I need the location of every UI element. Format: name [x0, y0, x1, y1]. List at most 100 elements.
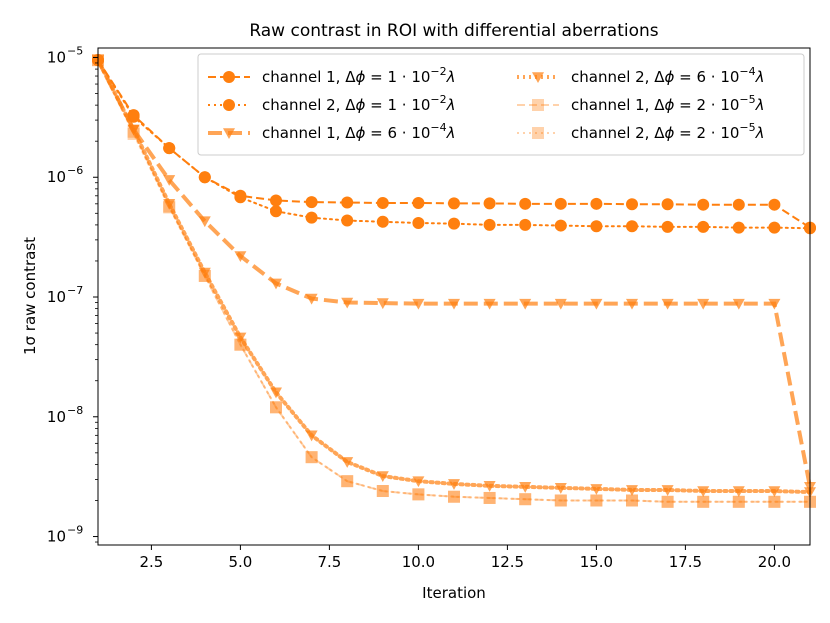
y-tick-exponent: −5 [67, 44, 83, 57]
legend-box [197, 53, 805, 156]
data-point [448, 490, 460, 503]
data-point [768, 198, 781, 211]
data-layer [92, 54, 816, 508]
y-axis-title: 1σ raw contrast [21, 237, 39, 355]
x-tick-label: 15.0 [580, 553, 613, 571]
data-point [661, 220, 674, 233]
data-point [234, 338, 247, 351]
data-point [448, 490, 460, 503]
data-point [697, 486, 710, 498]
legend-entry: channel 1, Δϕ = 1 · 10−2λ [208, 65, 456, 86]
data-point [661, 198, 674, 211]
y-tick-exponent: −7 [67, 284, 83, 297]
data-point [554, 483, 567, 494]
legend-marker [223, 128, 235, 139]
data-point [412, 488, 425, 501]
legend-label: channel 2, Δϕ = 1 · 10−2λ [262, 93, 456, 114]
data-point [270, 194, 282, 207]
data-point [519, 218, 532, 231]
data-point [270, 278, 282, 290]
data-point [198, 216, 211, 228]
data-point [198, 267, 211, 279]
data-point [127, 127, 140, 140]
data-point [163, 201, 176, 214]
data-point [590, 197, 603, 210]
data-point [305, 211, 318, 224]
data-point [341, 196, 354, 209]
data-point [198, 171, 211, 184]
data-point [626, 220, 638, 233]
data-point [341, 297, 354, 309]
data-point [376, 298, 389, 310]
y-tick-label: 10 [47, 528, 66, 546]
data-point [590, 494, 603, 507]
legend-entry: channel 2, Δϕ = 1 · 10−2λ [208, 93, 456, 114]
data-point [270, 205, 282, 218]
data-point [127, 124, 140, 136]
data-point [234, 191, 247, 204]
data-point [768, 221, 781, 234]
data-point [483, 481, 496, 492]
legend-marker [223, 71, 235, 83]
plot-frame [97, 47, 811, 546]
series-line [97, 59, 810, 503]
x-tick-label: 5.0 [228, 553, 252, 571]
series-5 [92, 54, 816, 508]
legend-label: channel 2, Δϕ = 6 · 10−4λ [571, 65, 765, 86]
data-point [234, 332, 247, 344]
data-point [127, 125, 140, 138]
legend-marker [532, 99, 544, 111]
data-point [483, 298, 496, 310]
data-point [412, 196, 425, 209]
data-point [448, 479, 460, 490]
data-point [768, 486, 781, 498]
data-point [305, 451, 318, 464]
data-point [270, 401, 282, 414]
data-point [198, 269, 211, 282]
data-point [412, 476, 425, 488]
x-axis-title: Iteration [422, 584, 486, 602]
data-point [198, 269, 211, 282]
data-point [376, 485, 389, 498]
data-point [626, 298, 638, 310]
legend-entry: channel 2, Δϕ = 6 · 10−4λ [517, 65, 765, 86]
data-point [448, 197, 460, 210]
axes-layer: 2.5 5.0 7.5 10.0 12.5 15.0 17.5 20.010 −910 −810−… [47, 44, 791, 571]
data-point [626, 198, 638, 211]
legend-label: channel 1, Δϕ = 6 · 10−4λ [262, 121, 456, 142]
data-point [519, 493, 532, 506]
data-point [732, 495, 745, 508]
data-point [626, 485, 638, 496]
legend-marker [532, 127, 544, 139]
data-point [270, 401, 282, 414]
data-point [305, 293, 318, 305]
series-line [97, 59, 811, 503]
data-point [768, 298, 781, 310]
data-point [519, 197, 532, 210]
data-point [163, 142, 176, 155]
data-point [412, 216, 425, 229]
data-point [305, 430, 318, 442]
data-point [590, 298, 603, 310]
data-point [341, 475, 354, 488]
data-point [590, 484, 603, 495]
y-tick-exponent: −8 [67, 404, 83, 417]
data-point [590, 220, 603, 233]
y-tick-label: 10 [47, 408, 66, 426]
data-point [341, 457, 354, 468]
data-point [554, 494, 567, 507]
data-point [697, 495, 710, 508]
data-point [732, 221, 745, 234]
data-point [626, 494, 638, 507]
data-point [412, 488, 425, 501]
legend-entry: channel 1, Δϕ = 2 · 10−5λ [517, 93, 765, 114]
data-point [626, 494, 638, 507]
data-point [234, 338, 247, 351]
data-point [697, 198, 710, 211]
data-point [697, 495, 710, 508]
data-point [732, 198, 745, 211]
data-point [412, 298, 425, 310]
data-point [483, 218, 496, 231]
legend-marker [532, 72, 544, 83]
